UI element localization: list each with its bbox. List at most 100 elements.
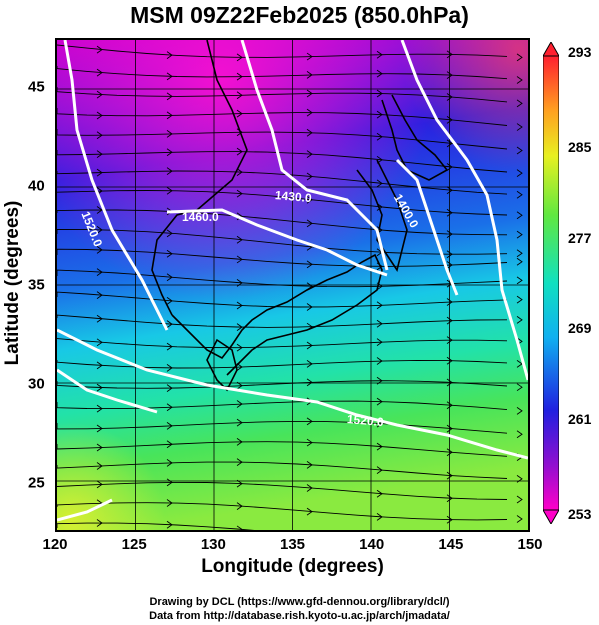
streamline-arrow bbox=[306, 507, 313, 516]
streamline-arrow bbox=[306, 438, 313, 447]
footer-drawing-credit: Drawing by DCL (https://www.gfd-dennou.o… bbox=[149, 596, 450, 608]
streamline-arrow bbox=[446, 448, 453, 457]
streamline-arrow bbox=[306, 71, 313, 79]
streamline-arrow bbox=[236, 255, 243, 264]
streamline-arrow bbox=[516, 76, 523, 84]
streamline-arrow bbox=[96, 361, 103, 370]
streamline-arrow bbox=[166, 186, 173, 195]
streamline-arrow bbox=[446, 356, 453, 365]
streamline-arrow bbox=[306, 484, 313, 492]
streamline-arrow bbox=[446, 71, 453, 80]
streamline-arrow bbox=[166, 364, 173, 372]
streamline-arrow bbox=[516, 475, 523, 483]
streamline bbox=[57, 248, 508, 267]
streamline-arrow bbox=[96, 225, 103, 234]
wind-streamlines bbox=[57, 44, 523, 530]
x-tick-label: 125 bbox=[121, 536, 147, 553]
chart-title: MSM 09Z22Feb2025 (850.0hPa) bbox=[130, 2, 469, 28]
streamline-arrow bbox=[166, 249, 173, 258]
streamline-arrow bbox=[446, 230, 453, 238]
streamline-arrow bbox=[166, 459, 173, 467]
streamline-arrow bbox=[516, 383, 523, 392]
streamline-arrow bbox=[446, 93, 453, 101]
x-tick-label: 130 bbox=[200, 536, 226, 553]
streamline bbox=[57, 380, 508, 389]
streamline-arrow bbox=[376, 466, 383, 474]
streamline-arrow bbox=[516, 316, 523, 324]
streamline bbox=[57, 400, 508, 411]
streamline-arrow bbox=[376, 319, 383, 328]
streamline bbox=[57, 481, 508, 500]
streamline-arrow bbox=[236, 381, 243, 390]
y-tick-label: 25 bbox=[28, 474, 45, 492]
streamline-arrow bbox=[166, 148, 173, 157]
streamline-arrow bbox=[376, 89, 383, 98]
streamline-arrow bbox=[376, 489, 383, 498]
y-tick-label: 40 bbox=[28, 177, 45, 195]
streamline-arrow bbox=[166, 320, 173, 329]
streamline-arrow bbox=[236, 72, 243, 81]
streamline bbox=[57, 291, 508, 308]
streamline-arrow bbox=[446, 515, 453, 524]
streamline-arrow bbox=[236, 343, 243, 352]
streamline-arrow bbox=[236, 235, 243, 244]
colorbar-tick-label: 293 bbox=[568, 44, 592, 60]
streamline-arrow bbox=[236, 189, 243, 198]
streamline bbox=[57, 150, 508, 173]
streamline-arrow bbox=[236, 437, 243, 446]
streamline-arrow bbox=[96, 314, 103, 323]
streamline-arrow bbox=[306, 417, 313, 426]
streamline bbox=[57, 209, 508, 236]
streamline-arrow bbox=[446, 336, 453, 345]
streamline-arrow bbox=[446, 208, 453, 217]
streamline-arrow bbox=[376, 397, 383, 406]
streamline-arrow bbox=[166, 111, 173, 120]
streamline-arrow bbox=[376, 338, 383, 347]
streamline-arrow bbox=[516, 99, 523, 108]
streamline-arrow bbox=[516, 230, 523, 239]
x-tick-label: 140 bbox=[359, 536, 385, 553]
streamline-arrow bbox=[516, 295, 523, 304]
streamline-arrow bbox=[96, 443, 103, 452]
streamline-arrow bbox=[306, 260, 313, 269]
contour-lines bbox=[57, 40, 528, 522]
streamline-arrow bbox=[516, 146, 523, 155]
streamline-arrow bbox=[446, 424, 453, 433]
colorbar-tick-label: 285 bbox=[568, 138, 592, 155]
streamline bbox=[57, 461, 508, 479]
streamline-arrow bbox=[516, 249, 523, 258]
streamline-arrow bbox=[306, 341, 313, 350]
temperature-map bbox=[57, 40, 528, 530]
streamline-arrow bbox=[376, 513, 383, 521]
streamline-arrow bbox=[96, 246, 103, 254]
streamline-arrow bbox=[306, 52, 313, 61]
streamline-arrow bbox=[96, 206, 103, 214]
streamline-arrow bbox=[96, 150, 103, 159]
streamline-arrow bbox=[166, 478, 173, 487]
y-axis-label: Latitude (degrees) bbox=[2, 200, 23, 366]
streamline-arrow bbox=[516, 211, 523, 220]
y-tick-label: 45 bbox=[28, 78, 45, 96]
streamline-arrow bbox=[376, 376, 383, 385]
streamline-arrow bbox=[446, 139, 453, 148]
streamline-arrow bbox=[166, 440, 173, 449]
streamline-arrow bbox=[516, 515, 523, 523]
streamline-arrow bbox=[166, 520, 173, 529]
streamline-arrow bbox=[96, 291, 103, 300]
x-tick-label: 120 bbox=[42, 536, 68, 553]
streamline-arrow bbox=[376, 357, 383, 365]
streamline-arrow bbox=[166, 92, 173, 101]
streamline-arrow bbox=[306, 108, 313, 117]
streamline-arrow bbox=[166, 297, 173, 305]
streamline bbox=[57, 87, 508, 103]
streamline bbox=[57, 129, 508, 150]
x-tick-label: 150 bbox=[517, 536, 543, 553]
streamline bbox=[57, 170, 508, 195]
streamline-arrow bbox=[96, 462, 103, 470]
streamline-arrow bbox=[166, 51, 173, 60]
streamline-arrow bbox=[236, 502, 243, 510]
streamline-arrow bbox=[446, 261, 453, 269]
streamline-arrow bbox=[166, 499, 173, 507]
streamline-arrow bbox=[166, 229, 173, 238]
streamline-arrow bbox=[446, 378, 453, 387]
